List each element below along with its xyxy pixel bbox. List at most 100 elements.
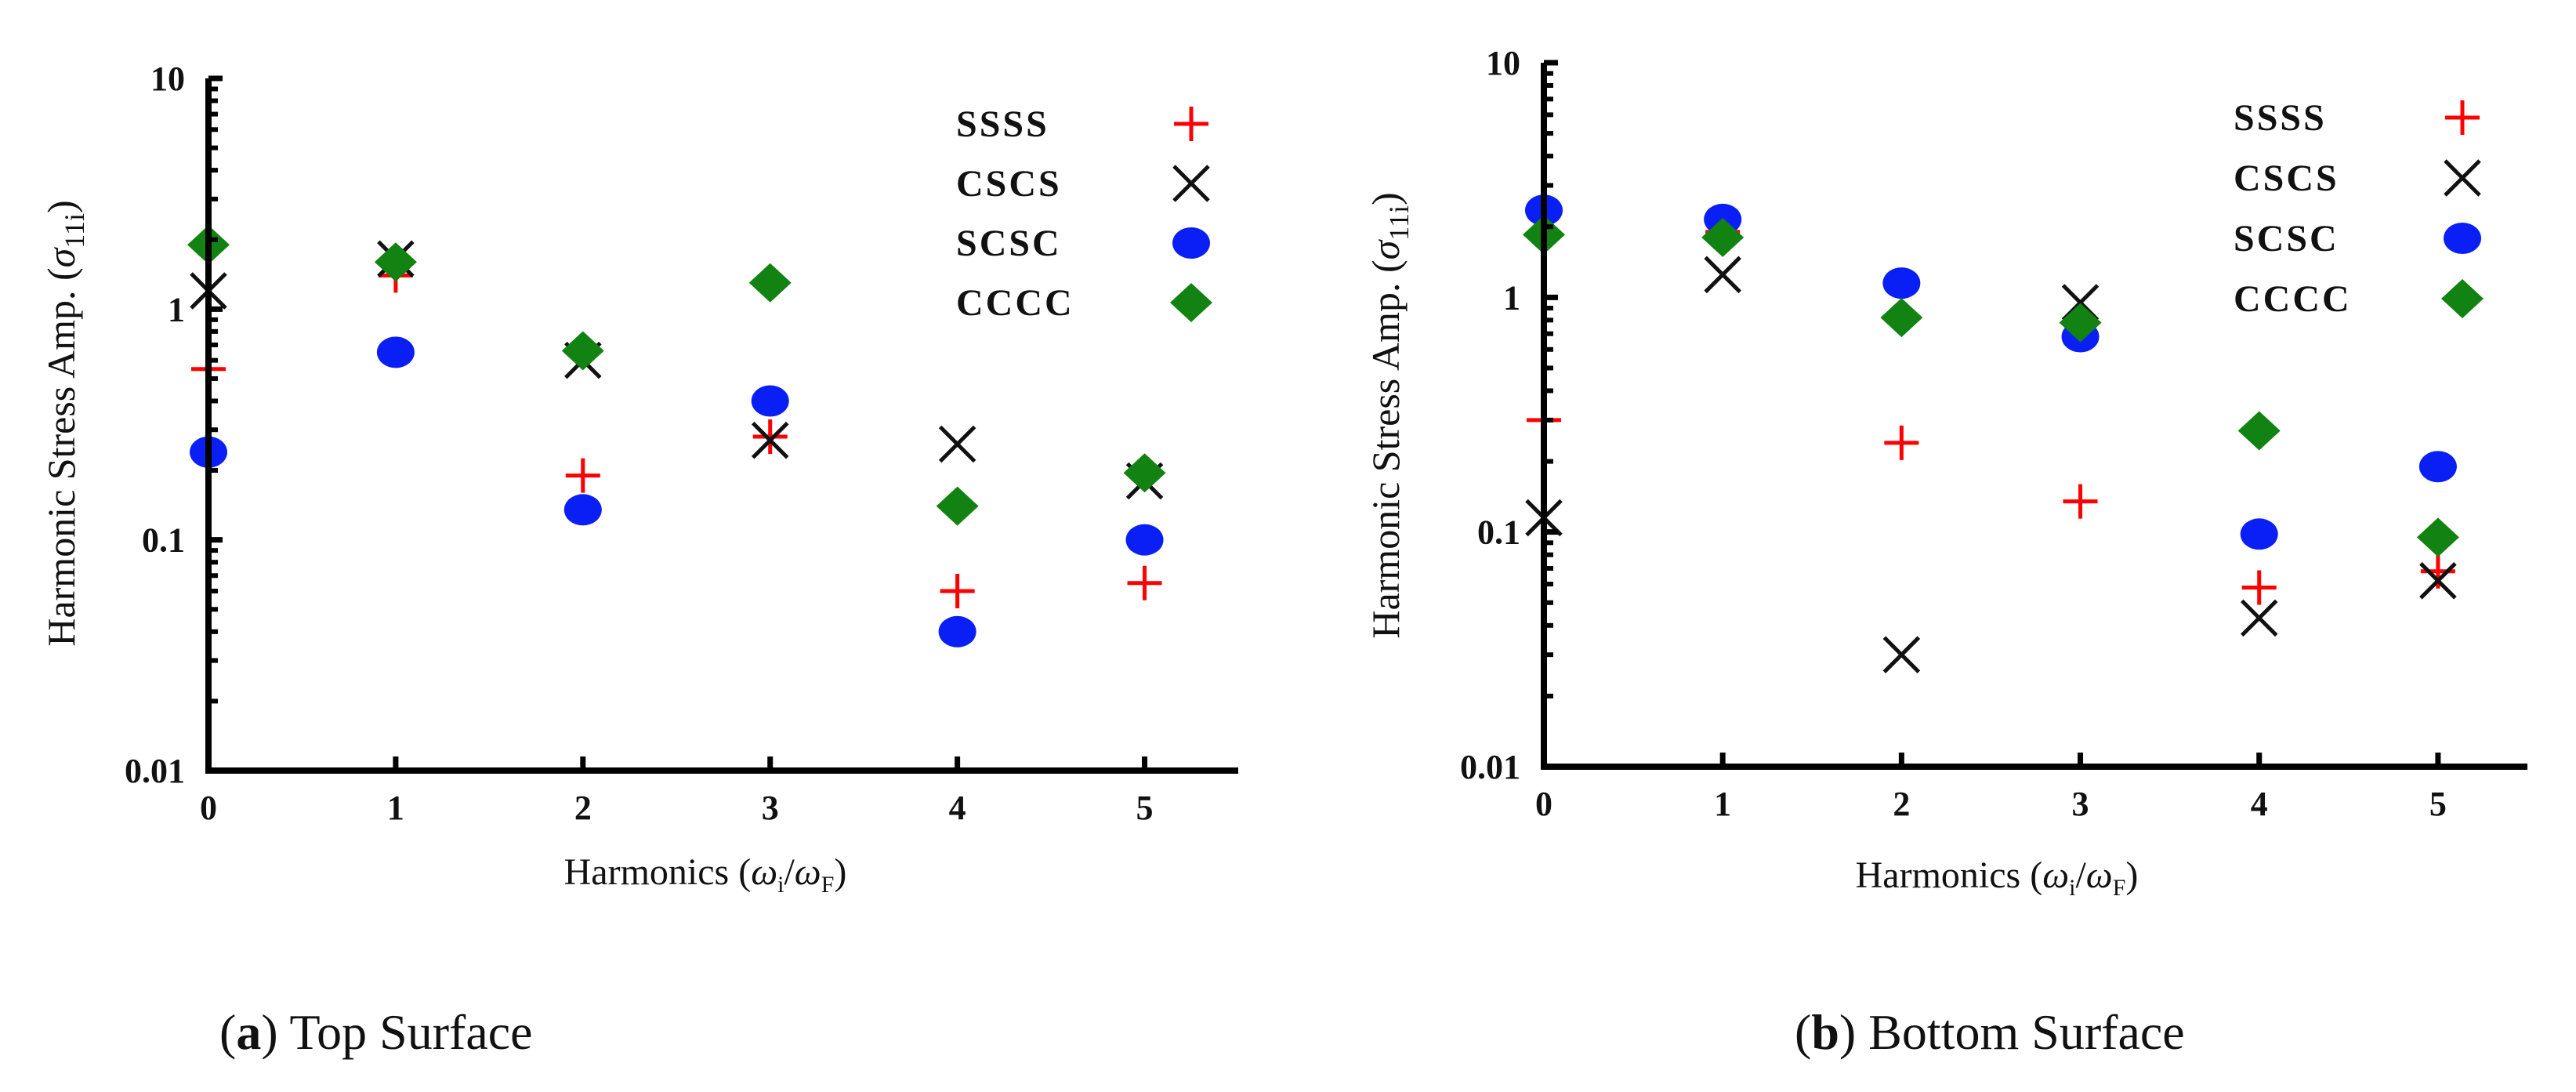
data-point-ssss: [1127, 565, 1162, 600]
data-point-cscs: [2240, 599, 2278, 637]
data-point-scsc: [2418, 451, 2457, 483]
data-point-cscs: [2419, 562, 2457, 600]
omega-symbol: ω: [2086, 854, 2113, 896]
legend: SSSS CSCS SCSC CCCC: [2234, 97, 2484, 320]
y-tick-label: 10: [1486, 44, 1520, 82]
omega-symbol: ω: [2042, 854, 2069, 896]
data-point-cccc: [2416, 517, 2459, 557]
tick-labels: 0.01 0.1 1 10 0 1 2 3 4 5: [125, 60, 1154, 827]
x-axis-label-subscript-i: i: [2069, 875, 2075, 901]
y-axis-label-prefix: Harmonic Stress Amp. (: [1364, 259, 1408, 638]
legend-marker-scsc: [1172, 227, 1210, 259]
data-point-cccc: [1123, 453, 1166, 493]
panel-caption-letter: b: [1811, 1004, 1839, 1060]
x-axis-label-prefix: Harmonics (: [564, 851, 752, 893]
data-point-cccc: [2237, 411, 2281, 451]
legend-label-ssss: SSSS: [2234, 97, 2327, 139]
data-point-cccc: [936, 486, 979, 526]
y-tick-label: 0.01: [125, 752, 185, 790]
data-point-cscs: [751, 421, 789, 459]
panel-caption: (b) Bottom Surface: [1795, 1004, 2185, 1060]
data-points: [1523, 194, 2459, 673]
sigma-symbol: σ: [39, 246, 83, 267]
legend-marker-cscs: [1172, 165, 1210, 202]
data-point-ssss: [565, 458, 600, 493]
panel-caption: (a) Top Surface: [219, 1004, 533, 1060]
data-point-scsc: [751, 385, 789, 417]
x-tick-label: 4: [949, 789, 966, 827]
y-axis-label-subscript: 11i: [1383, 205, 1415, 241]
y-tick-label: 0.1: [142, 521, 185, 560]
y-axis-label-suffix: ): [1364, 192, 1408, 205]
x-axis-label-prefix: Harmonics (: [1856, 854, 2043, 896]
data-point-scsc: [1882, 267, 1921, 299]
panel-caption-letter: a: [236, 1004, 261, 1060]
data-point-cccc: [561, 331, 604, 371]
x-axis-label-slash: /: [2075, 854, 2086, 896]
legend-label-cccc: CCCC: [956, 282, 1074, 324]
x-tick-label: 5: [2429, 785, 2447, 823]
chart-panel-bottom-surface: 0.01 0.1 1 10 0 1 2 3 4 5 Harmonic Stress Amp. (σ…: [1364, 44, 2527, 1060]
omega-symbol: ω: [795, 851, 821, 893]
data-point-ssss: [1884, 425, 1919, 460]
data-point-cccc: [1701, 217, 1745, 257]
panel-caption-text: Top Surface: [278, 1004, 533, 1060]
x-tick-label: 1: [387, 789, 404, 827]
x-tick-label: 0: [1535, 785, 1552, 823]
x-axis-label-subscript-f: F: [821, 872, 835, 898]
y-tick-label: 0.1: [1477, 513, 1520, 552]
legend-marker-cccc: [2441, 279, 2484, 318]
sigma-symbol: σ: [1364, 238, 1408, 259]
data-point-cscs: [1704, 256, 1741, 294]
x-axis-label-subscript-i: i: [777, 872, 784, 898]
legend-marker-ssss: [1174, 107, 1208, 141]
x-axis-label-subscript-f: F: [2113, 875, 2126, 901]
data-point-scsc: [938, 615, 976, 648]
legend-label-scsc: SCSC: [2234, 218, 2339, 259]
data-point-ssss: [752, 419, 788, 455]
x-axis-label: Harmonics (ωi/ωF): [564, 851, 847, 898]
x-tick-label: 2: [574, 789, 592, 827]
data-point-scsc: [1125, 524, 1164, 556]
panel-caption-text: Bottom Surface: [1856, 1004, 2184, 1060]
y-tick-label: 1: [1503, 278, 1520, 317]
y-tick-label: 10: [150, 60, 185, 98]
y-axis-label: Harmonic Stress Amp. (σ11i): [39, 200, 90, 646]
y-axis-line: [205, 78, 1238, 774]
data-point-cccc: [1880, 298, 1923, 338]
legend-marker-scsc: [2444, 223, 2481, 254]
data-point-cccc: [2059, 303, 2102, 343]
data-point-cccc: [748, 263, 792, 303]
x-tick-label: 5: [1136, 789, 1154, 827]
legend-marker-cccc: [1170, 283, 1212, 322]
tick-labels: 0.01 0.1 1 10 0 1 2 3 4 5: [1460, 44, 2447, 823]
x-tick-label: 2: [1893, 785, 1910, 823]
x-tick-label: 3: [2072, 785, 2089, 823]
legend-marker-cscs: [2444, 159, 2481, 197]
y-axis-label-subscript: 11i: [59, 213, 90, 249]
y-axis-label: Harmonic Stress Amp. (σ11i): [1364, 192, 1415, 638]
x-axis-label-suffix: ): [834, 851, 846, 893]
x-tick-label: 0: [200, 789, 217, 827]
legend-label-scsc: SCSC: [956, 223, 1062, 264]
y-tick-label: 1: [168, 290, 185, 328]
data-point-scsc: [2240, 518, 2278, 550]
omega-symbol: ω: [751, 851, 777, 893]
legend-label-cscs: CSCS: [956, 163, 1062, 205]
x-axis-label-suffix: ): [2125, 854, 2138, 896]
data-point-scsc: [563, 494, 602, 526]
tick-marks: [1541, 60, 2441, 770]
x-tick-label: 4: [2251, 785, 2268, 823]
x-tick-label: 1: [1714, 785, 1731, 823]
legend-label-cscs: CSCS: [2234, 158, 2339, 199]
legend-marker-ssss: [2445, 100, 2480, 135]
chart-panel-top-surface: 0.01 0.1 1 10 0 1 2 3 4 5 Harmonic Stress Amp. (σ…: [39, 60, 1238, 1060]
legend: SSSS CSCS SCSC CCCC: [956, 103, 1212, 324]
y-axis-line: [1541, 63, 2527, 770]
y-tick-label: 0.01: [1460, 748, 1520, 786]
y-axis-label-prefix: Harmonic Stress Amp. (: [39, 267, 83, 646]
data-point-cccc: [374, 242, 417, 282]
x-axis-label: Harmonics (ωi/ωF): [1856, 854, 2139, 901]
x-axis-label-slash: /: [784, 851, 795, 893]
y-axis-label-suffix: ): [39, 200, 83, 213]
